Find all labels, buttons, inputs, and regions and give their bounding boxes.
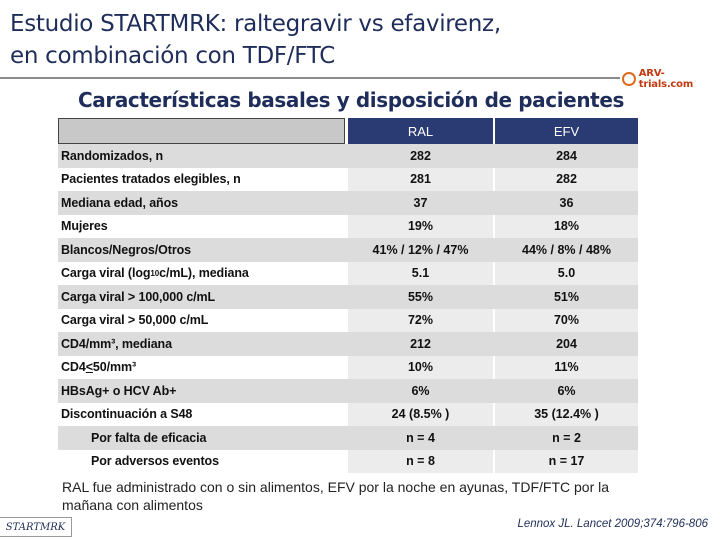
row-label: CD4/mm³, mediana [61, 336, 172, 351]
table-row: Randomizados, n 282 284 [58, 144, 638, 168]
ral-value: 72% [407, 313, 434, 328]
ral-value: 282 [410, 148, 431, 163]
row-label: Por falta de eficacia [91, 430, 207, 445]
efv-value: n = 17 [548, 454, 585, 469]
row-label-rest: 50/mm³ [92, 360, 137, 375]
ral-value: 37 [413, 195, 428, 210]
ral-value: 55% [407, 289, 434, 304]
efv-value: 44% / 8% / 48% [522, 242, 611, 257]
table-row: Discontinuación a S48 24 (8.5% ) 35 (12.… [58, 402, 638, 426]
slide-title-line2: en combinación con TDF/FTC [10, 43, 335, 69]
ral-value: n = 4 [406, 430, 435, 445]
table-row: Por adversos eventos n = 8 n = 17 [58, 449, 638, 473]
efv-value: 284 [556, 148, 577, 163]
table-row: Carga viral > 100,000 c/mL 55% 51% [58, 285, 638, 309]
ral-value: n = 8 [406, 454, 435, 469]
row-label-underlined: < [85, 360, 93, 375]
efv-value: 18% [553, 219, 580, 234]
table-row: Carga viral (log 10 c/mL), mediana 5.1 5.… [58, 261, 638, 286]
slide-title: Estudio STARTMRK: raltegravir vs efavire… [10, 8, 610, 72]
ral-value: 41% / 12% / 47% [372, 242, 469, 257]
row-label: Mujeres [61, 219, 108, 234]
efv-value: 282 [556, 172, 577, 187]
row-label: Blancos/Negros/Otros [61, 242, 191, 257]
table-row: CD4 < 50/mm³ 10% 11% [58, 355, 638, 380]
row-label: Por adversos eventos [91, 454, 219, 469]
row-label: Randomizados, n [61, 148, 163, 163]
ral-value: 24 (8.5% ) [391, 407, 450, 422]
ral-value: 5.1 [411, 266, 430, 281]
title-divider [0, 77, 620, 79]
table-row: CD4/mm³, mediana 212 204 [58, 332, 638, 356]
row-label: Discontinuación a S48 [61, 407, 193, 422]
row-label: Pacientes tratados elegibles, n [61, 172, 241, 187]
efv-value: 70% [553, 313, 580, 328]
table-row: Carga viral > 50,000 c/mL 72% 70% [58, 308, 638, 332]
startmrk-badge: STARTMRK [0, 517, 72, 537]
row-label: HBsAg+ o HCV Ab+ [61, 383, 177, 398]
row-label: Carga viral > 100,000 c/mL [61, 289, 216, 304]
table-row: Pacientes tratados elegibles, n 281 282 [58, 167, 638, 191]
slide-title-line1: Estudio STARTMRK: raltegravir vs efavire… [10, 11, 501, 37]
arv-trials-logo: ARV-trials.com [622, 68, 717, 90]
efv-value: n = 2 [552, 430, 581, 445]
row-label: CD4 < 50/mm³ [61, 356, 136, 380]
table-row: Por falta de eficacia n = 4 n = 2 [58, 426, 638, 450]
efv-value: 36 [559, 195, 574, 210]
table-row: Blancos/Negros/Otros 41% / 12% / 47% 44%… [58, 238, 638, 262]
table-row: Mediana edad, años 37 36 [58, 191, 638, 215]
row-label: Carga viral > 50,000 c/mL [61, 313, 209, 328]
ral-value: 19% [407, 219, 434, 234]
efv-value: 35 (12.4% ) [534, 407, 599, 422]
efv-value: 5.0 [557, 266, 576, 281]
ral-value: 212 [410, 336, 431, 351]
ral-value: 6% [411, 383, 430, 398]
efv-value: 204 [556, 336, 577, 351]
efv-value: 6% [557, 383, 576, 398]
row-label-main: CD4 [61, 360, 86, 375]
row-label: Carga viral (log 10 c/mL), mediana [61, 262, 249, 286]
ral-value: 281 [410, 172, 431, 187]
column-header-ral: RAL [348, 118, 493, 144]
table-header-blank [58, 118, 345, 144]
slide-subtitle: Características basales y disposición de… [78, 88, 625, 112]
citation: Lennox JL. Lancet 2009;374:796-806 [517, 518, 708, 530]
column-header-efv: EFV [495, 118, 638, 144]
efv-value: 11% [554, 360, 579, 375]
row-label-main: Carga viral (log [61, 266, 151, 281]
ral-value: 10% [407, 360, 434, 375]
row-label-rest: c/mL), mediana [159, 266, 249, 281]
logo-ring-icon [622, 72, 636, 86]
footnote: RAL fue administrado con o sin alimentos… [62, 479, 610, 513]
table-row: Mujeres 19% 18% [58, 214, 638, 238]
table-row: HBsAg+ o HCV Ab+ 6% 6% [58, 379, 638, 403]
efv-value: 51% [553, 289, 580, 304]
logo-text: ARV-trials.com [638, 68, 694, 90]
row-label: Mediana edad, años [61, 195, 178, 210]
row-label-subscript: 10 [150, 268, 160, 278]
